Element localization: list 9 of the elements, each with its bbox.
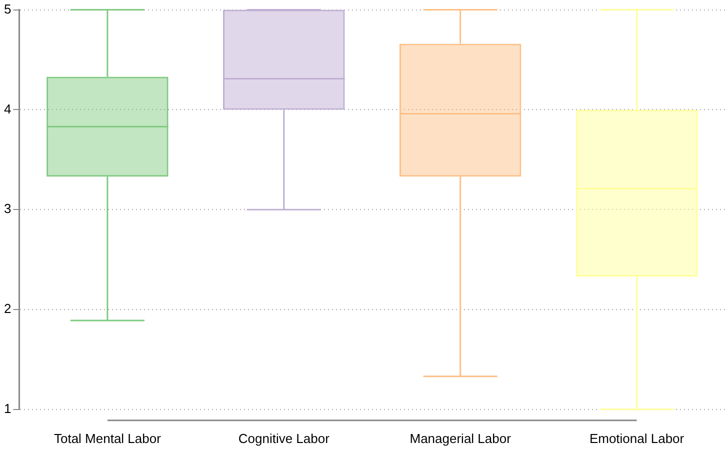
x-tick-label: Cognitive Labor (238, 430, 330, 446)
y-tick-label: 5 (4, 1, 12, 16)
y-tick-label: 1 (4, 400, 12, 416)
x-tick-label: Total Mental Labor (54, 430, 162, 446)
y-tick-label: 2 (4, 301, 12, 316)
y-tick-label: 4 (4, 101, 12, 116)
x-tick-label: Emotional Labor (589, 430, 685, 446)
x-tick-label: Managerial Labor (410, 430, 512, 446)
y-tick-label: 3 (4, 201, 12, 216)
